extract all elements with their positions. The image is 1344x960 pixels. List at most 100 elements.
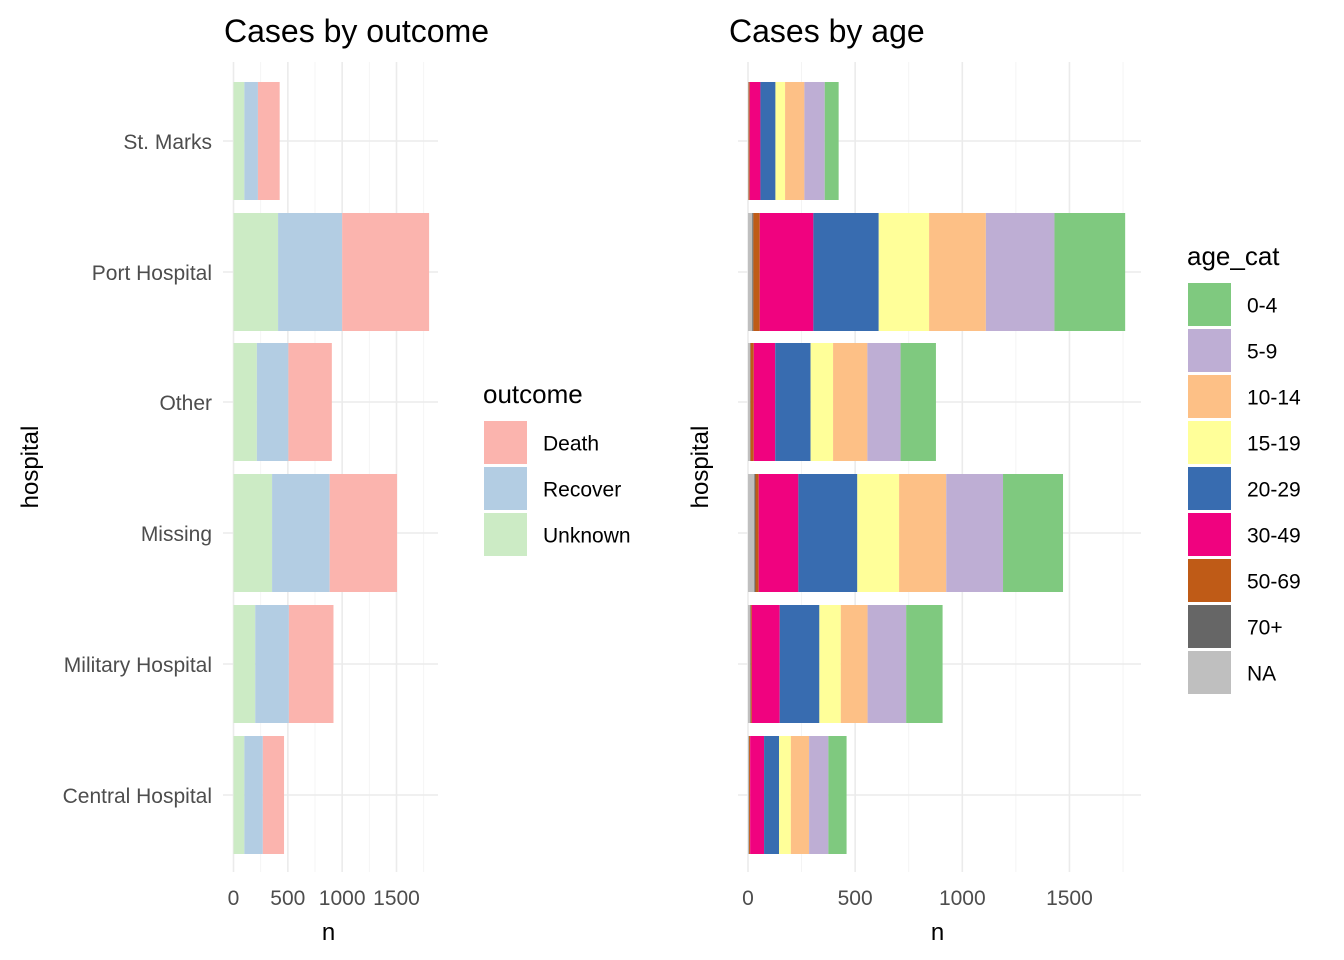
y-tick-label: Port Hospital [92,262,212,285]
bar-other-death [288,343,332,461]
bar-port-hospital-10-14 [929,213,986,331]
legend-key-death [484,421,527,464]
legend-key-50-69 [1188,559,1231,602]
bar-other-5-9 [867,343,901,461]
bar-other-20-29 [775,343,811,461]
legend-label: 15-19 [1247,433,1301,456]
x-tick-label: 0 [742,887,754,910]
bar-other-10-14 [833,343,868,461]
bar-military-hospital-50-69 [750,605,752,723]
bar-st-marks-recover [244,82,258,200]
x-tick-label: 500 [838,887,873,910]
legend-key-70 [1188,605,1231,648]
bar-central-hospital-recover [244,736,263,854]
bar-missing-30-49 [758,474,799,592]
bar-st-marks-20-29 [760,82,776,200]
legend-label: Death [543,433,599,456]
bar-central-hospital-30-49 [750,736,765,854]
legend-key-20-29 [1188,467,1231,510]
bar-port-hospital-unknown [233,213,279,331]
bar-st-marks-unknown [233,82,245,200]
bar-central-hospital-20-29 [764,736,780,854]
legend-key-10-14 [1188,375,1231,418]
bar-central-hospital-15-19 [779,736,791,854]
bar-port-hospital-na [748,213,753,331]
bar-port-hospital-recover [278,213,343,331]
bar-missing-20-29 [798,474,858,592]
bar-military-hospital-unknown [233,605,256,723]
bar-military-hospital-30-49 [751,605,780,723]
bar-st-marks-death [257,82,280,200]
legend-title: age_cat [1187,241,1280,271]
bar-central-hospital-na [748,736,749,854]
bar-st-marks-5-9 [804,82,825,200]
bar-port-hospital-death [342,213,430,331]
bar-missing-10-14 [899,474,947,592]
cases-by-age-panel: Cases by age 0 500 1000 1500 n hospital age_cat… [687,13,1301,946]
legend-title: outcome [483,379,583,409]
x-tick-label: 1500 [1046,887,1093,910]
bar-port-hospital-0-4 [1054,213,1126,331]
bar-other-unknown [233,343,257,461]
legend-key-5-9 [1188,329,1231,372]
legend-label: 70+ [1247,617,1283,640]
bar-military-hospital-death [288,605,334,723]
legend-label: 10-14 [1247,387,1301,410]
chart-title: Cases by age [729,13,925,49]
bar-military-hospital-recover [255,605,289,723]
bar-missing-recover [272,474,330,592]
bar-central-hospital-unknown [233,736,245,854]
legend-label: 0-4 [1247,295,1278,318]
y-axis-title: hospital [687,426,714,509]
y-tick-label: Missing [141,523,212,546]
bar-central-hospital-death [262,736,285,854]
y-tick-label: Central Hospital [63,785,212,808]
bar-military-hospital-10-14 [840,605,868,723]
legend: age_cat 0-4 5-9 10-14 15-19 20-29 30-49 50-69 70… [1187,241,1301,694]
bar-military-hospital-0-4 [906,605,943,723]
legend-key-30-49 [1188,513,1231,556]
legend-label: NA [1247,663,1276,686]
legend-label: Recover [543,479,621,502]
bar-other-50-69 [750,343,754,461]
bar-other-recover [256,343,289,461]
bar-port-hospital-20-29 [813,213,879,331]
y-tick-label: Military Hospital [64,654,212,677]
y-axis-title: hospital [17,426,44,509]
legend-label: Unknown [543,525,631,548]
bar-st-marks-50-69 [748,82,750,200]
bar-port-hospital-15-19 [878,213,930,331]
chart-title: Cases by outcome [224,13,489,49]
legend-key-unknown [484,513,527,556]
bar-other-na [748,343,751,461]
legend-key-na [1188,651,1231,694]
legend: outcome Death Recover Unknown [483,379,631,556]
legend-key-0-4 [1188,283,1231,326]
bar-military-hospital-15-19 [819,605,841,723]
x-axis-title: n [931,919,944,946]
x-tick-label: 1000 [939,887,986,910]
bar-missing-50-69 [755,474,759,592]
bar-central-hospital-0-4 [828,736,847,854]
bar-other-15-19 [810,343,834,461]
bar-military-hospital-20-29 [779,605,820,723]
bar-military-hospital-5-9 [867,605,907,723]
bar-missing-death [329,474,398,592]
legend-key-recover [484,467,527,510]
bar-port-hospital-30-49 [759,213,814,331]
x-tick-label: 0 [228,887,240,910]
x-tick-label: 500 [270,887,305,910]
bar-central-hospital-50-69 [749,736,751,854]
bar-missing-unknown [233,474,273,592]
legend-label: 20-29 [1247,479,1301,502]
bar-st-marks-15-19 [775,82,786,200]
bar-st-marks-0-4 [824,82,839,200]
bar-missing-na [748,474,755,592]
bar-port-hospital-5-9 [985,213,1055,331]
legend-label: 5-9 [1247,341,1277,364]
y-tick-label: St. Marks [123,131,212,154]
bar-central-hospital-10-14 [790,736,810,854]
bar-military-hospital-na [748,605,751,723]
cases-by-outcome-panel: Cases by outcome 0 500 1000 1500 n hospital St.… [17,13,631,946]
bar-central-hospital-5-9 [809,736,829,854]
